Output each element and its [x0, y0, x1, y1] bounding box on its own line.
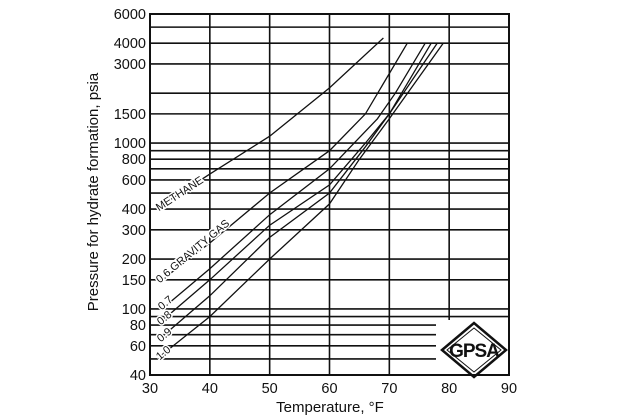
y-tick-label: 40 [130, 368, 146, 384]
curve-methane [155, 37, 384, 210]
y-tick-label: 200 [122, 252, 146, 268]
logo-text: GPSA [449, 341, 500, 362]
curve-1-0 [161, 42, 444, 356]
x-axis-label: Temperature, °F [276, 399, 384, 416]
x-tick-label: 80 [441, 381, 457, 397]
curve-0-7 [161, 42, 426, 310]
gpsa-logo-icon: GPSA [436, 320, 512, 380]
x-tick-label: 40 [202, 381, 218, 397]
y-tick-label: 400 [122, 202, 146, 218]
y-tick-label: 1000 [114, 136, 146, 152]
y-tick-label: 300 [122, 223, 146, 239]
x-tick-label: 90 [501, 381, 517, 397]
x-tick-label: 60 [321, 381, 337, 397]
curves [155, 37, 444, 356]
y-tick-label: 800 [122, 152, 146, 168]
y-tick-label: 600 [122, 173, 146, 189]
grid-lines [149, 13, 510, 376]
y-tick-label: 60 [130, 339, 146, 355]
curve-0-9 [161, 42, 438, 338]
x-axis-ticks: 30 40 50 60 70 80 90 [142, 381, 517, 397]
y-tick-label: 150 [122, 273, 146, 289]
plot-frame [149, 13, 510, 376]
y-tick-label: 6000 [114, 7, 146, 23]
curve-0-6-gravity-gas [161, 42, 408, 281]
y-tick-label: 1500 [114, 107, 146, 123]
y-tick-label: 80 [130, 318, 146, 334]
y-tick-label: 3000 [114, 57, 146, 73]
y-tick-label: 100 [122, 302, 146, 318]
y-axis-label: Pressure for hydrate formation, psia [85, 72, 102, 311]
y-tick-label: 4000 [114, 36, 146, 52]
x-tick-label: 30 [142, 381, 158, 397]
x-tick-label: 70 [381, 381, 397, 397]
x-tick-label: 50 [262, 381, 278, 397]
